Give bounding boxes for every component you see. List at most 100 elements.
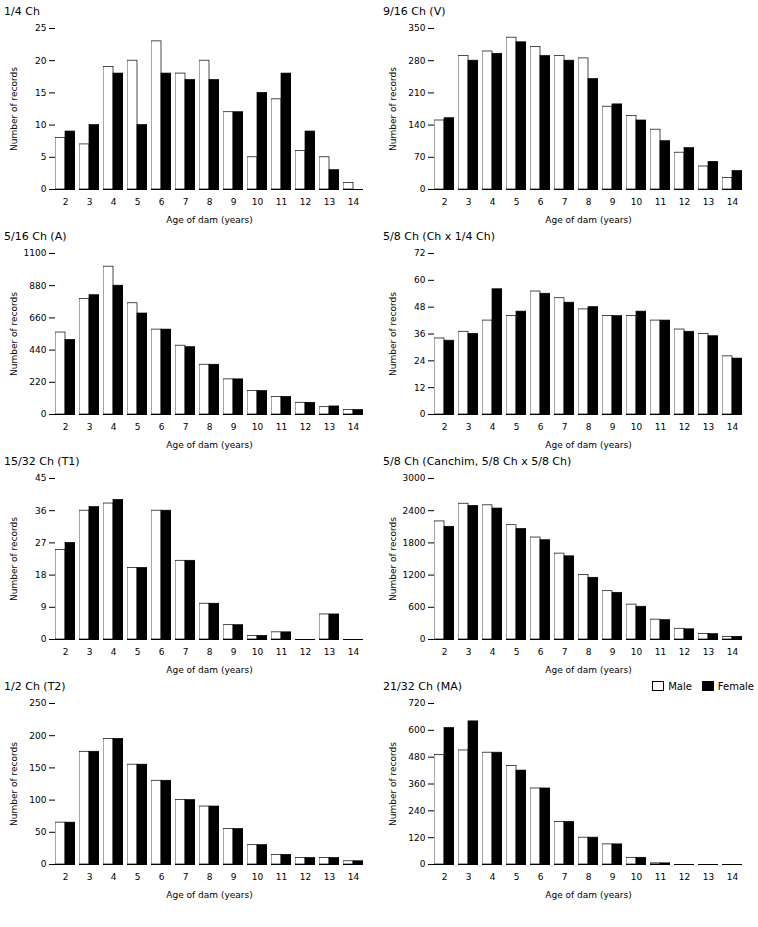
svg-text:720: 720	[408, 698, 425, 708]
svg-text:0: 0	[420, 634, 426, 644]
svg-text:12: 12	[679, 422, 690, 432]
svg-text:45: 45	[35, 473, 46, 483]
svg-text:3: 3	[87, 197, 93, 207]
svg-text:Number of records: Number of records	[9, 742, 19, 826]
svg-text:13: 13	[324, 422, 335, 432]
svg-text:11: 11	[655, 422, 666, 432]
svg-text:5: 5	[514, 647, 520, 657]
svg-text:480: 480	[408, 752, 425, 762]
svg-text:150: 150	[29, 763, 46, 773]
svg-text:2400: 2400	[403, 506, 426, 516]
svg-text:3000: 3000	[403, 473, 426, 483]
svg-text:8: 8	[207, 422, 213, 432]
svg-text:12: 12	[300, 872, 311, 882]
svg-text:140: 140	[408, 120, 425, 130]
svg-text:2: 2	[63, 197, 69, 207]
svg-text:7: 7	[562, 647, 568, 657]
svg-text:2: 2	[442, 872, 448, 882]
svg-text:2: 2	[442, 422, 448, 432]
svg-text:Number of records: Number of records	[9, 517, 19, 601]
svg-text:440: 440	[29, 345, 46, 355]
svg-text:11: 11	[276, 872, 287, 882]
svg-text:12: 12	[679, 197, 690, 207]
svg-text:0: 0	[41, 184, 47, 194]
svg-text:6: 6	[538, 422, 544, 432]
svg-text:8: 8	[586, 422, 592, 432]
svg-text:8: 8	[586, 872, 592, 882]
svg-text:10: 10	[631, 197, 643, 207]
svg-text:2: 2	[63, 872, 69, 882]
svg-text:Number of records: Number of records	[388, 67, 398, 151]
svg-text:14: 14	[727, 647, 739, 657]
svg-text:1200: 1200	[403, 570, 426, 580]
svg-text:27: 27	[35, 538, 46, 548]
svg-text:0: 0	[41, 409, 47, 419]
svg-text:12: 12	[300, 422, 311, 432]
svg-text:24: 24	[414, 356, 426, 366]
svg-text:11: 11	[655, 647, 666, 657]
svg-text:210: 210	[408, 88, 425, 98]
svg-text:10: 10	[631, 422, 643, 432]
svg-text:3: 3	[466, 872, 472, 882]
svg-text:4: 4	[490, 422, 496, 432]
svg-text:9: 9	[610, 872, 616, 882]
svg-text:2: 2	[442, 647, 448, 657]
svg-text:6: 6	[538, 197, 544, 207]
svg-text:0: 0	[420, 184, 426, 194]
svg-text:9: 9	[231, 872, 237, 882]
svg-text:5: 5	[514, 197, 520, 207]
svg-text:600: 600	[408, 602, 425, 612]
svg-text:12: 12	[679, 647, 690, 657]
svg-text:Number of records: Number of records	[9, 67, 19, 151]
svg-text:5: 5	[41, 152, 47, 162]
svg-text:Number of records: Number of records	[388, 292, 398, 376]
svg-text:8: 8	[207, 647, 213, 657]
svg-text:6: 6	[159, 872, 165, 882]
svg-text:20: 20	[35, 56, 47, 66]
svg-text:0: 0	[41, 634, 47, 644]
svg-text:4: 4	[111, 197, 117, 207]
svg-text:12: 12	[679, 872, 690, 882]
svg-text:7: 7	[183, 872, 189, 882]
svg-text:2: 2	[442, 197, 448, 207]
svg-text:10: 10	[252, 647, 264, 657]
svg-text:5: 5	[514, 422, 520, 432]
svg-text:120: 120	[408, 833, 425, 843]
svg-text:3: 3	[87, 872, 93, 882]
svg-text:5: 5	[514, 872, 520, 882]
svg-text:11: 11	[655, 872, 666, 882]
svg-text:10: 10	[631, 647, 643, 657]
svg-text:14: 14	[348, 872, 360, 882]
svg-text:5: 5	[135, 422, 141, 432]
svg-text:6: 6	[538, 647, 544, 657]
svg-text:1100: 1100	[24, 248, 47, 258]
svg-text:10: 10	[252, 422, 264, 432]
svg-text:13: 13	[324, 197, 335, 207]
svg-text:3: 3	[87, 647, 93, 657]
svg-text:5: 5	[135, 647, 141, 657]
svg-text:6: 6	[159, 422, 165, 432]
svg-text:10: 10	[631, 872, 643, 882]
svg-text:350: 350	[408, 23, 425, 33]
svg-text:2: 2	[63, 647, 69, 657]
svg-text:4: 4	[111, 422, 117, 432]
svg-text:11: 11	[276, 647, 287, 657]
svg-text:12: 12	[414, 383, 425, 393]
svg-text:240: 240	[408, 806, 425, 816]
svg-text:100: 100	[29, 795, 46, 805]
svg-text:2: 2	[63, 422, 69, 432]
svg-text:14: 14	[727, 422, 739, 432]
svg-text:5: 5	[135, 872, 141, 882]
svg-text:0: 0	[420, 409, 426, 419]
svg-text:Age of dam (years): Age of dam (years)	[166, 215, 252, 225]
svg-text:4: 4	[490, 197, 496, 207]
svg-text:70: 70	[414, 152, 426, 162]
svg-text:14: 14	[727, 872, 739, 882]
svg-text:13: 13	[703, 197, 714, 207]
svg-text:12: 12	[300, 647, 311, 657]
svg-text:13: 13	[703, 422, 714, 432]
svg-text:0: 0	[420, 859, 426, 869]
svg-text:50: 50	[35, 827, 47, 837]
svg-text:8: 8	[207, 872, 213, 882]
svg-text:7: 7	[183, 422, 189, 432]
